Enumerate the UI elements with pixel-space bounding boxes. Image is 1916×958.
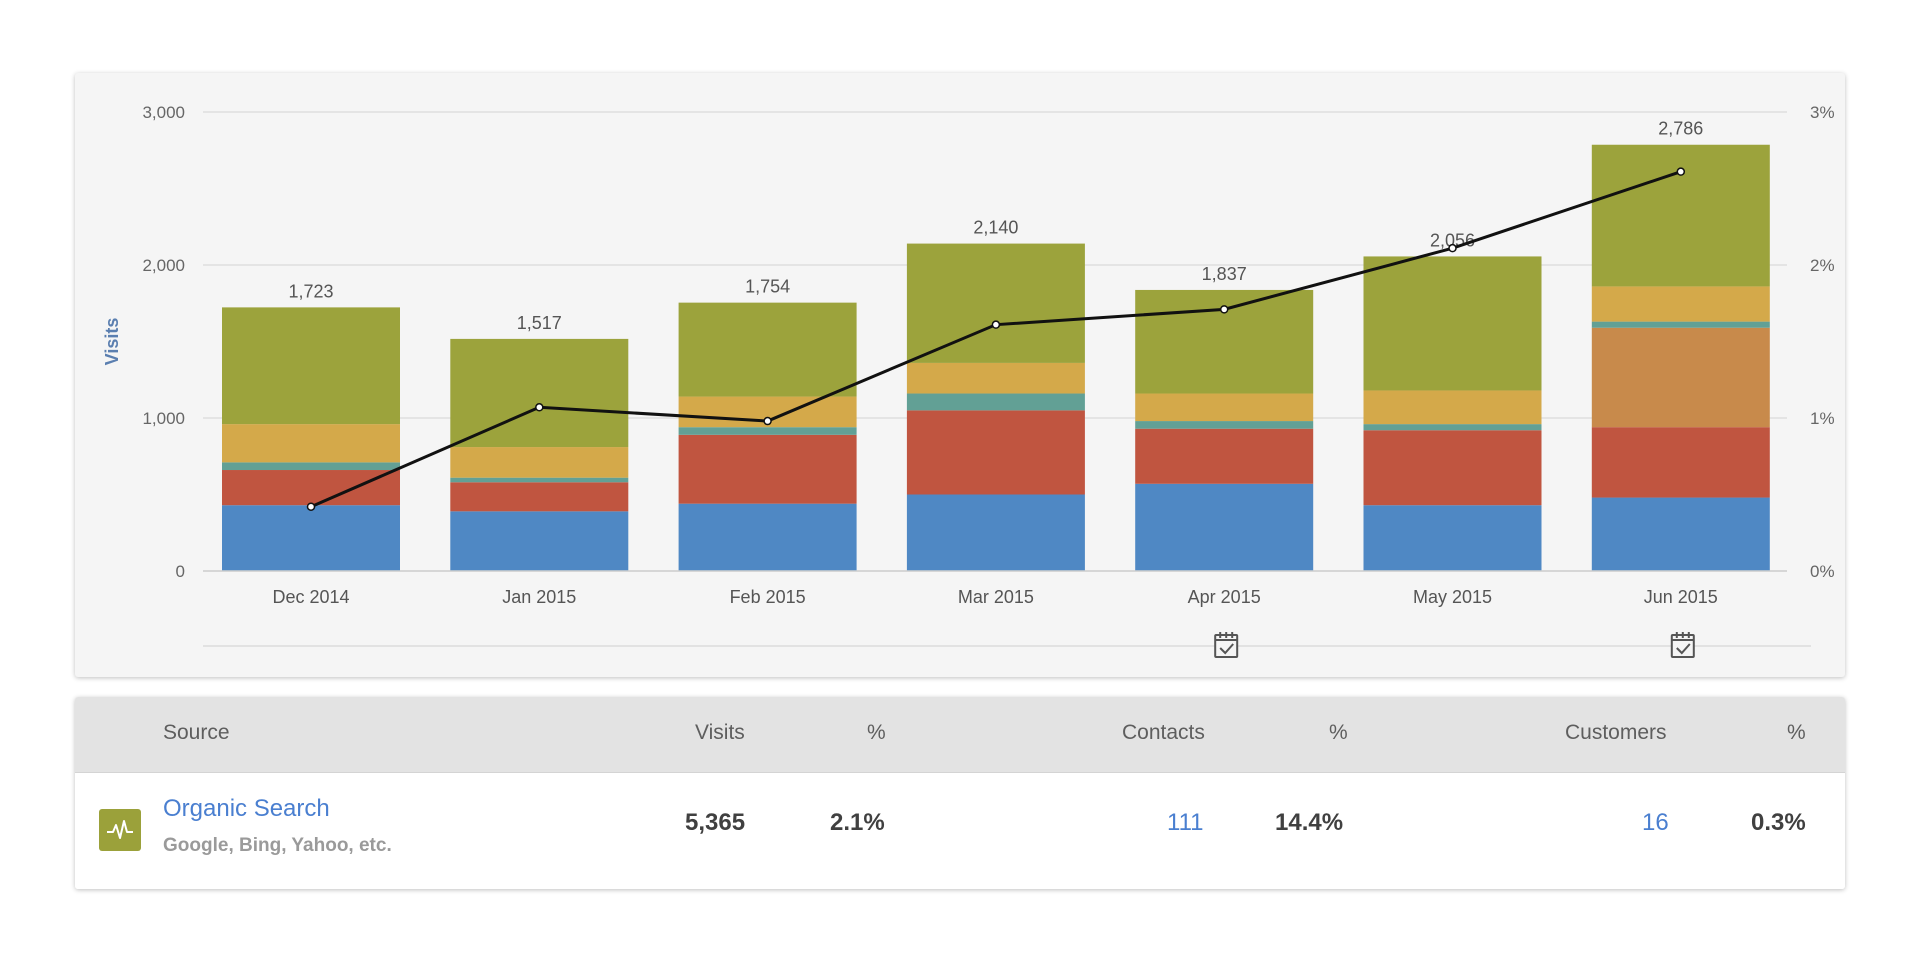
line-point	[306, 502, 316, 511]
bar-segment	[906, 243, 1085, 363]
source-link-organic-search[interactable]: Organic Search	[163, 795, 330, 822]
y-tick-label: 1,000	[142, 409, 185, 428]
line-point	[763, 416, 772, 426]
header-visits[interactable]: Visits	[695, 721, 745, 744]
header-customers[interactable]: Customers	[1565, 721, 1667, 744]
bar-segment	[906, 362, 1085, 394]
activity-pulse-icon	[99, 809, 141, 851]
bar-total-label: 1,723	[288, 281, 333, 301]
x-tick-label: Dec 2014	[272, 587, 349, 607]
bar-segment	[1363, 390, 1542, 425]
bar-segment	[450, 338, 629, 448]
header-customers-percent[interactable]: %	[1787, 721, 1806, 744]
y-tick-label: 2,000	[142, 256, 185, 275]
x-tick-label: Apr 2015	[1188, 587, 1261, 607]
calendar-check-icon[interactable]	[1214, 632, 1239, 658]
bar-segment	[450, 477, 629, 483]
bar-segment	[222, 505, 400, 571]
bar-segment	[1363, 424, 1542, 431]
sources-table: Source Visits % Contacts % Customers % O…	[75, 697, 1845, 889]
bar-segment	[906, 393, 1085, 411]
y2-tick-label: 1%	[1810, 409, 1835, 428]
bar-segment	[1135, 393, 1314, 422]
bar-segment	[1363, 505, 1542, 571]
bar-segment	[678, 427, 857, 435]
y2-tick-label: 3%	[1810, 103, 1835, 122]
source-description: Google, Bing, Yahoo, etc.	[163, 835, 392, 856]
header-visits-percent[interactable]: %	[867, 721, 886, 744]
y-tick-label: 3,000	[142, 103, 185, 122]
bar-total-label: 1,837	[1202, 264, 1247, 284]
header-contacts[interactable]: Contacts	[1122, 721, 1205, 744]
bar-segment	[906, 494, 1085, 571]
line-point	[1219, 305, 1229, 314]
x-tick-label: Mar 2015	[958, 587, 1034, 607]
line-point	[1676, 167, 1686, 176]
line-point	[991, 320, 1001, 329]
bar-segment	[450, 511, 629, 571]
bar-segment	[1363, 430, 1542, 506]
bar-segment	[1591, 144, 1770, 287]
bar-segment	[1363, 256, 1542, 391]
header-source[interactable]: Source	[163, 721, 230, 744]
bar-total-label: 2,140	[973, 218, 1018, 238]
table-row: Organic Search Google, Bing, Yahoo, etc.…	[75, 773, 1845, 889]
bar-segment	[1591, 327, 1770, 428]
header-contacts-percent[interactable]: %	[1329, 721, 1348, 744]
bar-segment	[1135, 428, 1314, 484]
bar-segment	[678, 503, 857, 571]
bar-segment	[1135, 483, 1314, 571]
bar-segment	[222, 307, 400, 425]
contacts-value[interactable]: 111	[1167, 809, 1204, 836]
x-tick-label: Jan 2015	[502, 587, 576, 607]
y2-tick-label: 0%	[1810, 562, 1835, 581]
bar-segment	[1591, 321, 1770, 328]
bar-total-label: 1,754	[745, 277, 790, 297]
contacts-percent: 14.4%	[1275, 809, 1344, 836]
bar-segment	[450, 447, 629, 478]
line-point	[1448, 243, 1457, 253]
customers-value[interactable]: 16	[1642, 809, 1669, 836]
bar-segment	[906, 410, 1085, 495]
y-axis-title: Visits	[102, 318, 122, 366]
bar-segment	[222, 462, 400, 471]
bar-segment	[1591, 427, 1770, 498]
x-tick-label: May 2015	[1413, 587, 1492, 607]
bar-segment	[450, 482, 629, 512]
visits-value: 5,365	[685, 809, 746, 836]
bar-segment	[678, 302, 857, 397]
bar-segment	[222, 470, 400, 506]
bar-segment	[1135, 421, 1314, 429]
visits-percent: 2.1%	[830, 809, 885, 836]
chart-panel: 0 1,000 2,000 3,000 0% 1% 2% 3% Visits 1,723 Dec 2…	[75, 73, 1845, 677]
y-tick-label: 0	[176, 562, 185, 581]
line-point	[535, 403, 544, 412]
bar-total-label: 2,786	[1658, 119, 1703, 139]
x-tick-label: Jun 2015	[1644, 587, 1718, 607]
bar-segment	[678, 434, 857, 504]
stacked-bar-chart: 0 1,000 2,000 3,000 0% 1% 2% 3% Visits 1,723 Dec 2…	[102, 103, 1835, 658]
customers-percent: 0.3%	[1751, 809, 1806, 836]
bar-total-label: 1,517	[517, 313, 562, 333]
bar-segment	[1591, 286, 1770, 322]
table-header: Source Visits % Contacts % Customers %	[75, 697, 1845, 773]
x-tick-label: Feb 2015	[730, 587, 806, 607]
bar-segment	[222, 424, 400, 463]
calendar-check-icon[interactable]	[1670, 632, 1695, 658]
y2-tick-label: 2%	[1810, 256, 1835, 275]
bar-segment	[1591, 497, 1770, 571]
